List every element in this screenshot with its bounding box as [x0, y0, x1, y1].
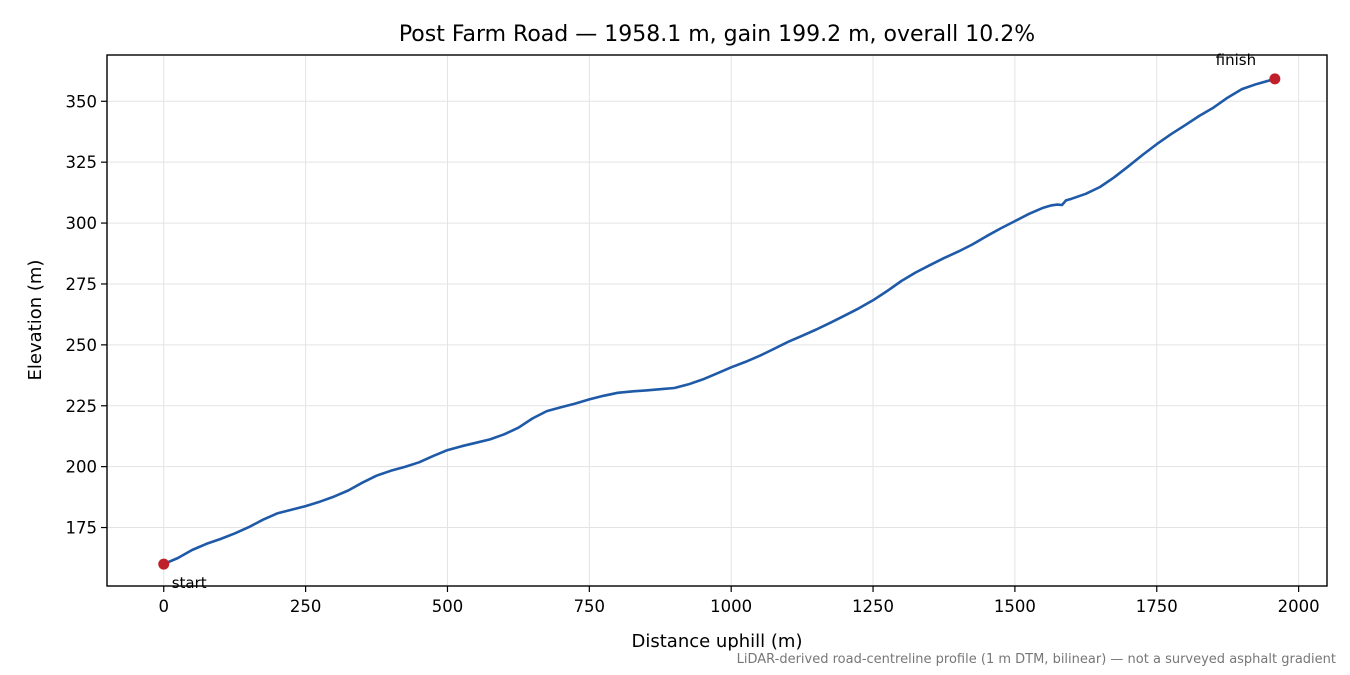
- grid: [107, 55, 1327, 586]
- y-tick-label: 225: [66, 397, 98, 416]
- y-tick-label: 275: [66, 275, 98, 294]
- y-tick-label: 350: [66, 92, 98, 111]
- x-tick-label: 1750: [1136, 597, 1178, 616]
- y-tick-label: 250: [66, 336, 98, 355]
- series: [162, 77, 1277, 566]
- x-tick-label: 0: [158, 597, 169, 616]
- x-tick-label: 750: [574, 597, 606, 616]
- start-marker: [158, 558, 170, 570]
- y-tick-label: 325: [66, 153, 98, 172]
- x-tick-label: 1000: [710, 597, 752, 616]
- markers: [158, 73, 1281, 570]
- finish-marker: [1269, 73, 1281, 85]
- start-label: start: [172, 574, 207, 592]
- plot-frame: [106, 54, 1328, 587]
- x-tick-label: 2000: [1278, 597, 1320, 616]
- chart-title: Post Farm Road — 1958.1 m, gain 199.2 m,…: [399, 22, 1035, 47]
- y-tick-label: 175: [66, 519, 98, 538]
- x-tick-label: 250: [290, 597, 322, 616]
- y-tick-label: 200: [66, 458, 98, 477]
- x-tick-label: 1500: [994, 597, 1036, 616]
- footnote: LiDAR-derived road-centreline profile (1…: [736, 652, 1336, 667]
- ticks: 0 250 500 750 1000 1250 1500 1750 2000 175 200 225 2…: [66, 92, 1320, 616]
- y-tick-label: 300: [66, 214, 98, 233]
- elevation-line: [162, 77, 1277, 566]
- x-tick-label: 1250: [852, 597, 894, 616]
- y-axis-label: Elevation (m): [25, 260, 46, 381]
- x-axis-label: Distance uphill (m): [632, 631, 803, 652]
- x-tick-label: 500: [432, 597, 464, 616]
- finish-label: finish: [1216, 51, 1256, 69]
